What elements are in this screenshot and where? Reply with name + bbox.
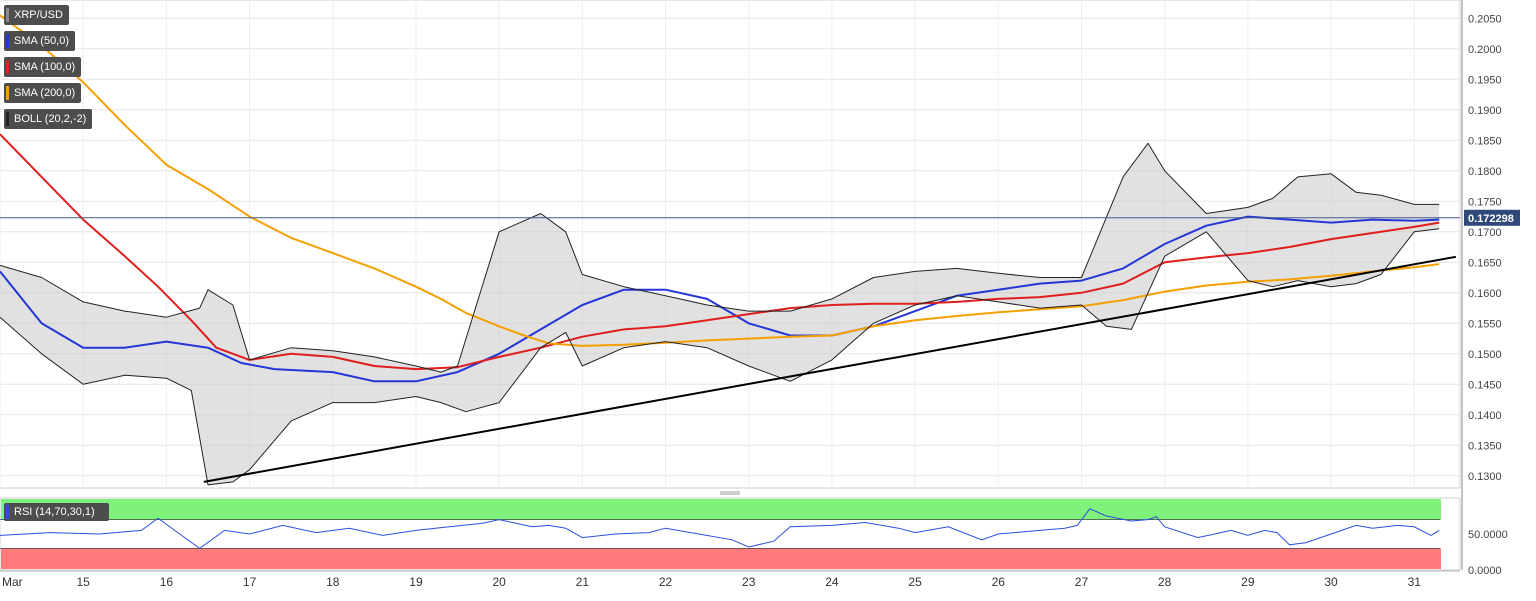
legend-label: SMA (100,0): [14, 61, 76, 73]
legend-swatch: [6, 60, 9, 74]
legend-swatch: [6, 112, 9, 126]
rsi-y-tick-label: 0.0000: [1468, 565, 1502, 577]
x-tick-label: 24: [825, 575, 839, 589]
y-tick-label: 0.2050: [1468, 13, 1502, 25]
last-price-marker: [1464, 209, 1520, 226]
bollinger-fill: [0, 143, 1440, 485]
last-price-label: 0.172298: [1468, 213, 1514, 225]
rsi-panel: 50.0000 0.0000: [0, 497, 1508, 577]
rsi-overbought-zone: [1, 499, 1441, 520]
legend-swatch: [6, 8, 9, 22]
x-tick-label: 28: [1158, 575, 1172, 589]
y-tick-label: 0.1700: [1468, 227, 1502, 239]
y-tick-label: 0.1600: [1468, 288, 1502, 300]
trendline-line: [203, 255, 1457, 483]
x-tick-label: 27: [1075, 575, 1089, 589]
x-tick-label: Mar: [2, 575, 23, 589]
x-tick-label: 19: [409, 575, 423, 589]
y-tick-label: 0.1900: [1468, 105, 1502, 117]
legend-item-rsi[interactable]: RSI (14,70,30,1): [4, 503, 109, 521]
y-tick-label: 0.1850: [1468, 135, 1502, 147]
x-tick-label: 23: [742, 575, 756, 589]
price-y-axis: 0.2050 0.2000 0.1950 0.1900 0.1850 0.1800 0.17…: [1461, 0, 1502, 570]
legend-item-sma200[interactable]: SMA (200,0): [4, 83, 82, 103]
x-tick-label: 16: [160, 575, 174, 589]
x-tick-label: 21: [576, 575, 590, 589]
x-axis: Mar 15 16 17 18 19 20 21 22 23 24 25 26 27 28 29 30 31: [0, 570, 1460, 589]
x-tick-label: 17: [243, 575, 257, 589]
x-tick-label: 30: [1324, 575, 1338, 589]
x-tick-label: 31: [1408, 575, 1422, 589]
x-tick-label: 25: [908, 575, 922, 589]
rsi-oversold-zone: [1, 548, 1441, 569]
y-tick-label: 0.1350: [1468, 440, 1502, 452]
y-tick-label: 0.1950: [1468, 74, 1502, 86]
bollinger-band: [0, 143, 1440, 485]
y-tick-label: 0.1450: [1468, 379, 1502, 391]
legend-swatch: [6, 34, 9, 48]
x-tick-label: 22: [659, 575, 673, 589]
series-line-sma-200-0-: [0, 14, 1440, 347]
y-tick-label: 0.1550: [1468, 318, 1502, 330]
series-line-sma-100-0-: [0, 133, 1440, 371]
legend-label: XRP/USD: [14, 9, 63, 21]
legend-item-sma50[interactable]: SMA (50,0): [4, 31, 76, 51]
legend-item-boll[interactable]: BOLL (20,2,-2): [4, 109, 93, 129]
series-line-boll-20-2-2--upper: [0, 142, 1440, 373]
legend-item-xrpusd[interactable]: XRP/USD: [4, 5, 69, 25]
rsi-line: [0, 508, 1440, 550]
legend-swatch: [6, 86, 9, 100]
legend-label: SMA (50,0): [14, 35, 70, 47]
x-tick-label: 18: [326, 575, 340, 589]
legend-label: RSI (14,70,30,1): [14, 506, 95, 518]
legend-swatch: [6, 505, 9, 519]
x-tick-label: 15: [77, 575, 91, 589]
y-tick-label: 0.1500: [1468, 349, 1502, 361]
y-tick-label: 0.1800: [1468, 166, 1502, 178]
trendline: 0.172298: [0, 209, 1520, 495]
series-line-sma-50-0-: [0, 215, 1440, 383]
x-tick-label: 29: [1241, 575, 1255, 589]
series-line-boll-20-2-2--lower: [0, 228, 1440, 486]
legend-label: BOLL (20,2,-2): [14, 113, 87, 125]
price-series-lines: [0, 14, 1440, 486]
rsi-y-tick-label: 50.0000: [1468, 529, 1508, 541]
x-tick-label: 20: [492, 575, 506, 589]
y-tick-label: 0.1400: [1468, 410, 1502, 422]
legend-item-sma100[interactable]: SMA (100,0): [4, 57, 82, 77]
legend-label: SMA (200,0): [14, 87, 76, 99]
x-tick-label: 26: [992, 575, 1006, 589]
y-tick-label: 0.2000: [1468, 44, 1502, 56]
y-tick-label: 0.1750: [1468, 196, 1502, 208]
y-tick-label: 0.1650: [1468, 257, 1502, 269]
y-tick-label: 0.1300: [1468, 471, 1502, 483]
